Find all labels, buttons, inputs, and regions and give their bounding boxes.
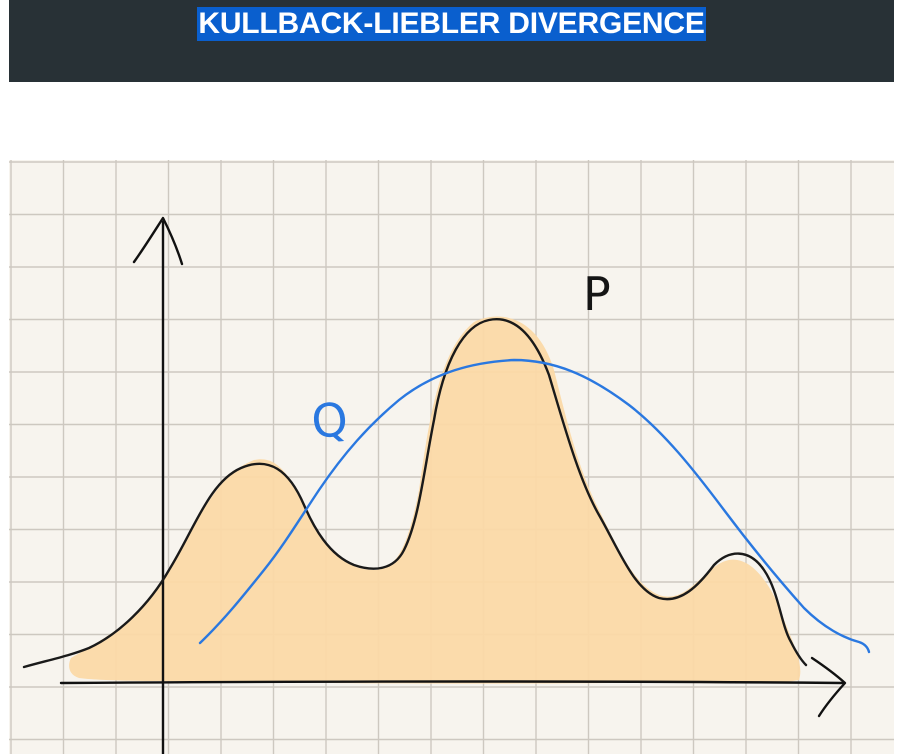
page-title: KULLBACK-LIEBLER DIVERGENCE [9,7,894,46]
grid-paper-canvas: P Q [9,160,894,754]
kl-divergence-figure: P Q [9,160,894,754]
distribution-q-curve [198,358,871,654]
page-title-text: KULLBACK-LIEBLER DIVERGENCE [197,7,706,41]
label-q: Q [309,392,351,449]
y-axis-arrowhead [132,216,184,266]
distribution-p-fill [69,316,801,684]
x-axis-arrowhead [810,656,847,718]
x-axis [59,680,845,685]
distribution-p-curve [22,318,808,669]
label-p: P [583,267,611,321]
title-banner: KULLBACK-LIEBLER DIVERGENCE [9,0,894,82]
